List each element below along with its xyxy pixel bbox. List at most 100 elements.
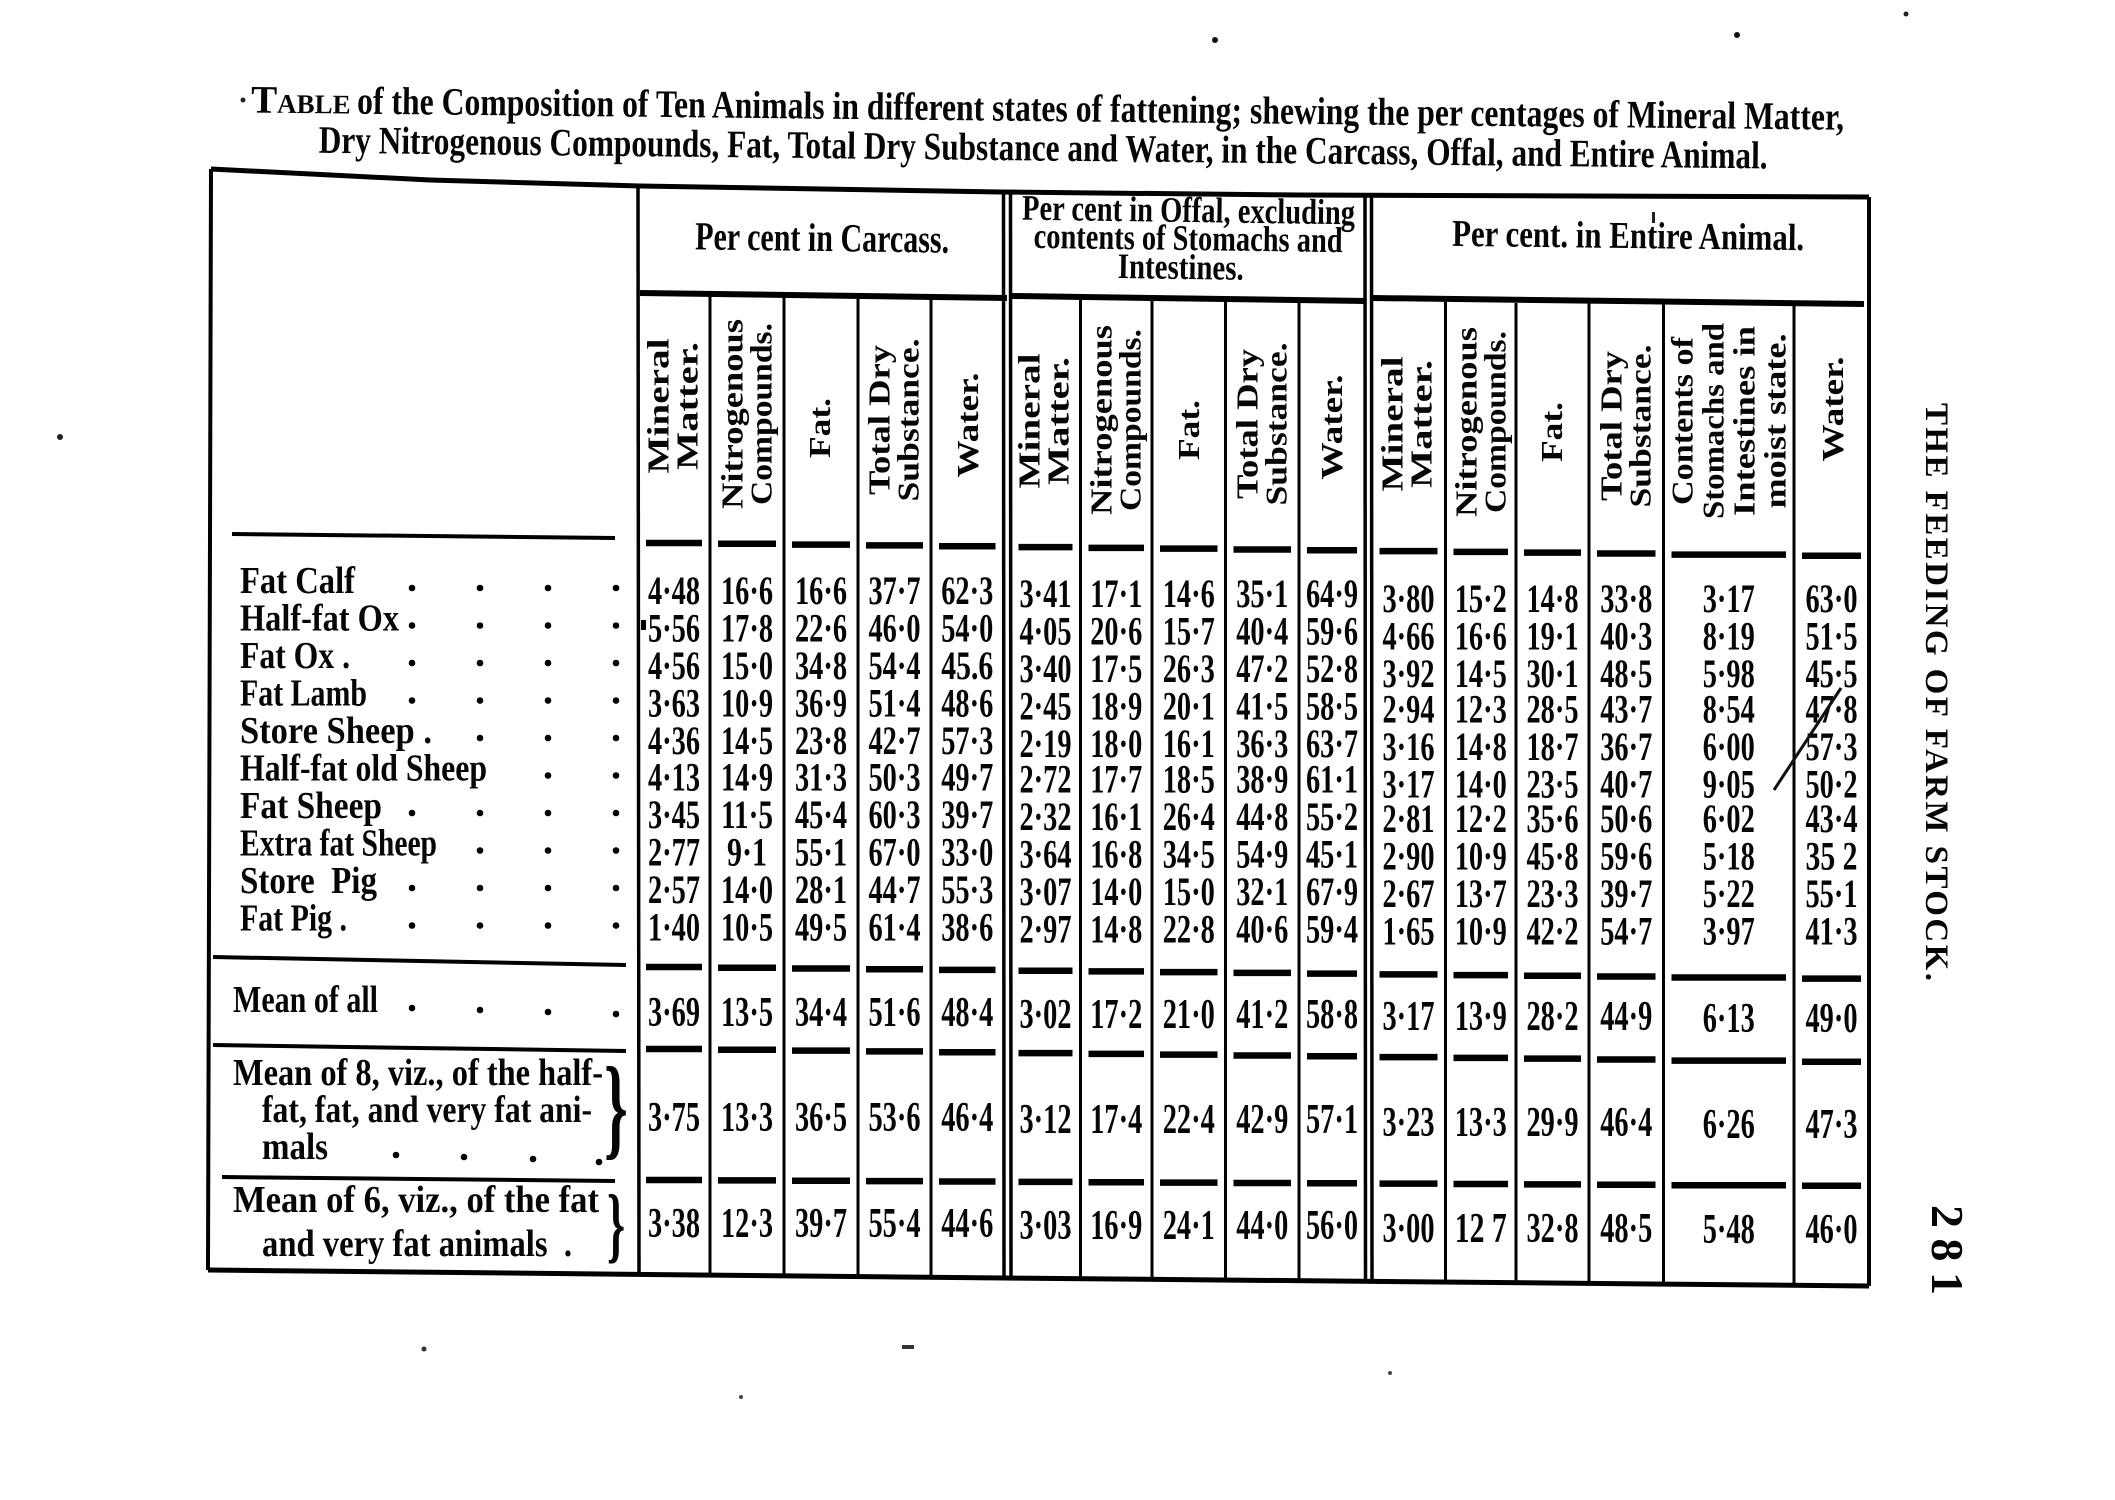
svg-text:16·9: 16·9 (1090, 1203, 1142, 1249)
svg-text:55·3: 55·3 (941, 867, 993, 912)
svg-text:17·7: 17·7 (1090, 757, 1142, 802)
svg-text:17·4: 17·4 (1090, 1097, 1142, 1143)
svg-text:Contents of: Contents of (1665, 336, 1700, 505)
svg-text:18·9: 18·9 (1090, 684, 1142, 729)
svg-text:9·1: 9·1 (727, 830, 767, 875)
svg-text:14·9: 14·9 (721, 755, 773, 800)
svg-text:2·32: 2·32 (1020, 794, 1072, 839)
svg-text:28·5: 28·5 (1527, 687, 1579, 732)
svg-text:10·9: 10·9 (1455, 909, 1507, 954)
svg-text:54·0: 54·0 (941, 606, 993, 651)
svg-text:57·1: 57·1 (1306, 1097, 1358, 1143)
svg-text:6·02: 6·02 (1703, 796, 1755, 841)
svg-text:Matter.: Matter. (1041, 357, 1076, 485)
svg-text:17·1: 17·1 (1090, 571, 1142, 616)
svg-text:48·4: 48·4 (941, 990, 993, 1036)
svg-text:36·5: 36·5 (795, 1095, 847, 1141)
svg-text:12 7: 12 7 (1455, 1206, 1507, 1252)
svg-text:Water.: Water. (1314, 375, 1349, 480)
svg-text:5·98: 5·98 (1703, 651, 1755, 696)
svg-text:Compounds.: Compounds. (744, 323, 779, 505)
svg-text:51·6: 51·6 (869, 990, 921, 1036)
svg-text:3·38: 3·38 (648, 1201, 700, 1247)
svg-text:13·5: 13·5 (721, 990, 773, 1036)
svg-text:47·3: 47·3 (1806, 1102, 1858, 1148)
svg-text:53·6: 53·6 (869, 1095, 921, 1141)
svg-text:Fat.: Fat. (802, 398, 837, 458)
svg-text:4·56: 4·56 (648, 643, 700, 688)
svg-text:21·0: 21·0 (1163, 992, 1215, 1038)
svg-text:Water.: Water. (950, 373, 985, 478)
svg-text:3·17: 3·17 (1703, 576, 1755, 621)
svg-text:3·12: 3·12 (1020, 1097, 1072, 1143)
svg-text:34·4: 34·4 (795, 990, 847, 1036)
svg-text:19·1: 19·1 (1527, 614, 1579, 659)
svg-text:49·5: 49·5 (795, 905, 847, 950)
svg-text:3·40: 3·40 (1020, 646, 1072, 691)
svg-text:42·9: 42·9 (1236, 1097, 1288, 1143)
svg-text:10·5: 10·5 (721, 905, 773, 950)
svg-text:}: } (607, 1178, 625, 1271)
svg-text:3·75: 3·75 (648, 1095, 700, 1141)
svg-text:Total Dry: Total Dry (862, 344, 897, 495)
svg-text:63·7: 63·7 (1306, 721, 1358, 766)
svg-text:contents of Stomachs and: contents of Stomachs and (1033, 216, 1343, 260)
svg-text:55·2: 55·2 (1306, 794, 1358, 839)
svg-text:14·5: 14·5 (1455, 651, 1507, 696)
svg-text:17·2: 17·2 (1090, 992, 1142, 1038)
svg-text:30·1: 30·1 (1527, 651, 1579, 696)
svg-text:41·2: 41·2 (1236, 992, 1288, 1038)
svg-text:35 2: 35 2 (1806, 834, 1858, 879)
svg-text:6·26: 6·26 (1703, 1102, 1755, 1148)
svg-text:20·1: 20·1 (1163, 684, 1215, 729)
svg-text:46·4: 46·4 (1600, 1100, 1652, 1146)
svg-text:Mean of 6, viz., of the fat: Mean of 6, viz., of the fat (233, 1179, 599, 1221)
svg-text:3·97: 3·97 (1703, 909, 1755, 954)
svg-text:45·8: 45·8 (1527, 834, 1579, 879)
svg-text:3·17: 3·17 (1383, 994, 1435, 1040)
svg-text:15·0: 15·0 (721, 643, 773, 688)
svg-text:Fat Calf: Fat Calf (240, 560, 356, 602)
svg-text:Substance.: Substance. (1259, 343, 1294, 506)
svg-text:2·97: 2·97 (1020, 907, 1072, 952)
svg-text:63·0: 63·0 (1806, 576, 1858, 621)
svg-text:54·7: 54·7 (1600, 909, 1652, 954)
svg-text:36·7: 36·7 (1600, 724, 1652, 769)
svg-text:Mineral: Mineral (1012, 353, 1047, 488)
svg-text:Total Dry: Total Dry (1594, 350, 1629, 501)
svg-text:Compounds.: Compounds. (1113, 329, 1148, 511)
svg-text:5·22: 5·22 (1703, 871, 1755, 916)
svg-text:10·9: 10·9 (1455, 834, 1507, 879)
svg-text:10·9: 10·9 (721, 681, 773, 726)
svg-text:50·2: 50·2 (1806, 762, 1858, 807)
svg-text:26·3: 26·3 (1163, 646, 1215, 691)
svg-text:50·3: 50·3 (869, 755, 921, 800)
svg-text:15·7: 15·7 (1163, 609, 1215, 654)
svg-text:3·80: 3·80 (1383, 576, 1435, 621)
svg-text:Half-fat old Sheep: Half-fat old Sheep (240, 748, 487, 790)
svg-text:18·7: 18·7 (1527, 724, 1579, 769)
svg-text:22·6: 22·6 (795, 606, 847, 651)
svg-text:40·4: 40·4 (1236, 609, 1288, 654)
svg-text:3·45: 3·45 (648, 792, 700, 837)
svg-text:48·5: 48·5 (1600, 1206, 1652, 1252)
svg-text:43·4: 43·4 (1806, 796, 1858, 841)
svg-text:14·0: 14·0 (1090, 869, 1142, 914)
svg-text:15·0: 15·0 (1163, 869, 1215, 914)
svg-text:5·18: 5·18 (1703, 834, 1755, 879)
svg-text:Nitrogenous: Nitrogenous (1449, 327, 1484, 517)
svg-text:12·3: 12·3 (1455, 687, 1507, 732)
svg-text:33·0: 33·0 (941, 830, 993, 875)
svg-text:32·1: 32·1 (1236, 869, 1288, 914)
svg-text:1·40: 1·40 (648, 905, 700, 950)
svg-text:40·7: 40·7 (1600, 762, 1652, 807)
svg-text:54·4: 54·4 (869, 643, 921, 688)
svg-text:29·9: 29·9 (1527, 1100, 1579, 1146)
svg-text:Water.: Water. (1815, 357, 1850, 462)
svg-text:}: } (604, 1044, 628, 1170)
svg-text:23·8: 23·8 (795, 718, 847, 763)
svg-text:2·81: 2·81 (1383, 796, 1435, 841)
svg-text:3·41: 3·41 (1020, 571, 1072, 616)
svg-text:8·54: 8·54 (1703, 687, 1755, 732)
svg-text:61·4: 61·4 (869, 905, 921, 950)
